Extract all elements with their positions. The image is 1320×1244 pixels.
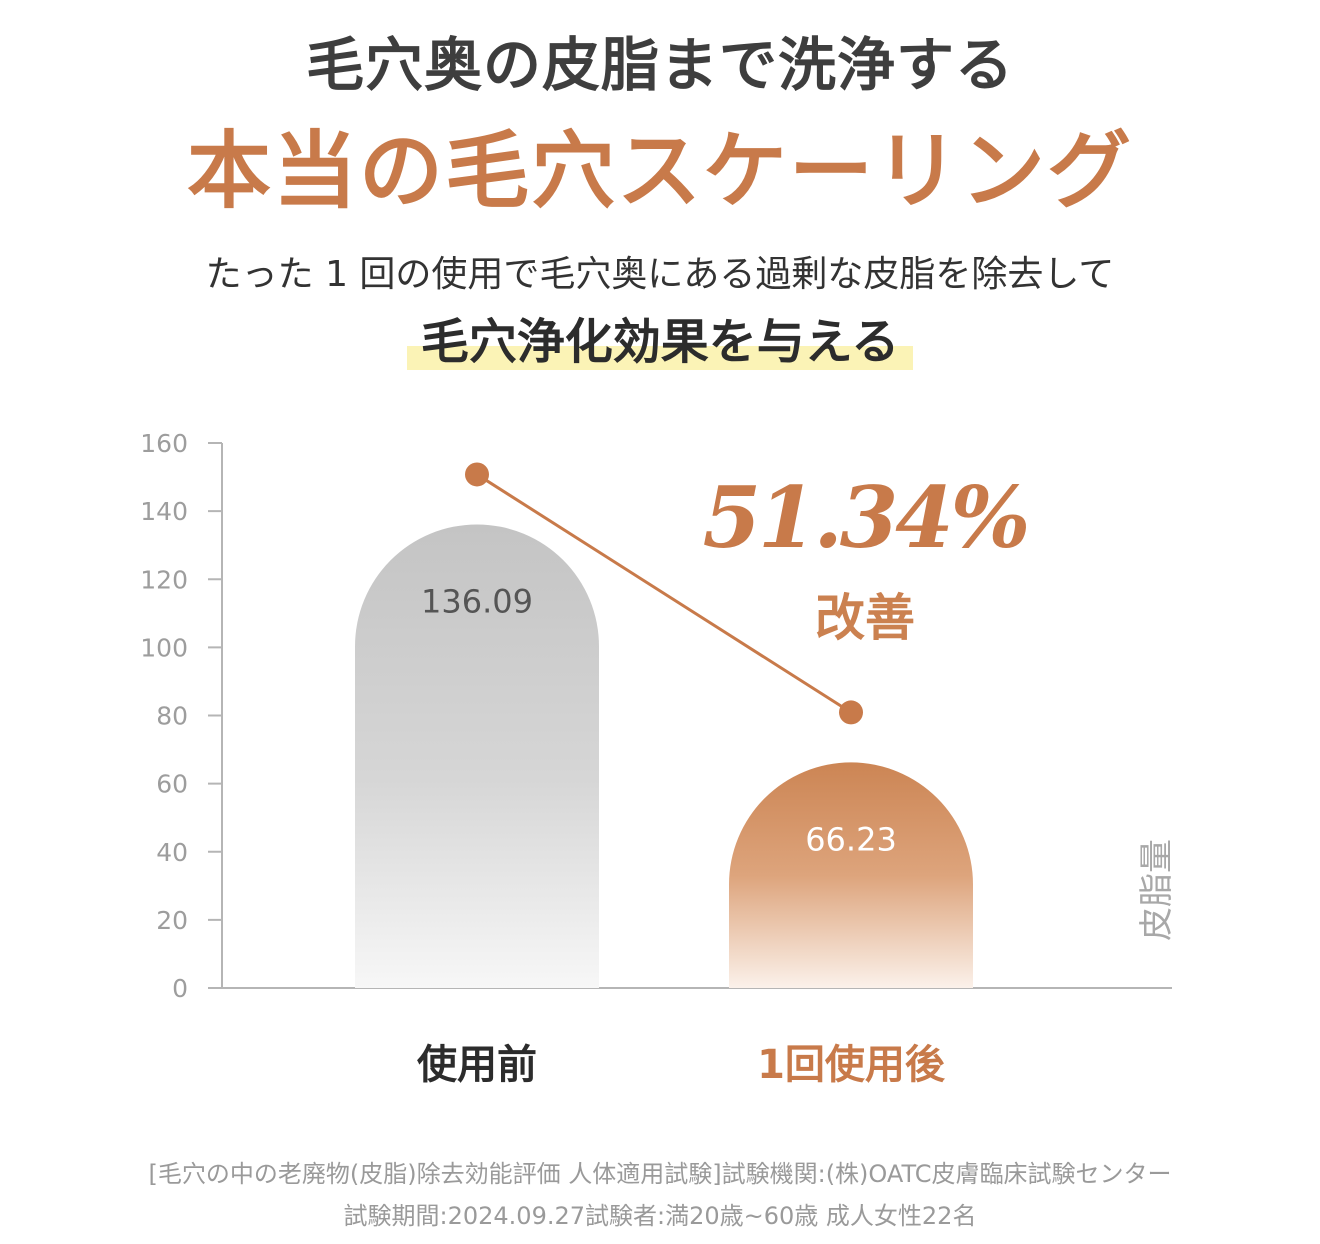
y-axis-label: 皮脂量 <box>1137 839 1177 941</box>
subheadline: たった 1 回の使用で毛穴奥にある過剰な皮脂を除去して <box>205 254 1115 295</box>
y-tick-label: 20 <box>156 906 188 935</box>
y-tick-label: 100 <box>140 633 188 662</box>
headline-top: 毛穴奥の皮脂まで洗浄する <box>305 31 1014 99</box>
highlight-label: 毛穴浄化効果を与える <box>420 314 900 370</box>
y-tick-label: 140 <box>140 497 188 526</box>
bar-after <box>729 762 973 988</box>
bar-layer <box>355 524 973 988</box>
y-tick-label: 160 <box>140 429 188 458</box>
y-tick-label: 60 <box>156 770 188 799</box>
y-tick-label: 120 <box>140 565 188 594</box>
trend-layer <box>465 462 863 725</box>
bar-value-label: 136.09 <box>421 582 533 620</box>
footnote-study: [毛穴の中の老廃物(皮脂)除去効能評価 人体適用試験]試験機関:(株)OATC皮… <box>148 1160 1172 1188</box>
bar-before <box>355 524 599 988</box>
highlight-wrap: 毛穴浄化効果を与える <box>0 302 1320 372</box>
trend-line <box>476 473 852 714</box>
footnote-period: 試験期間:2024.09.27試験者:満20歳~60歳 成人女性22名 <box>343 1202 977 1230</box>
y-tick-label: 40 <box>156 838 188 867</box>
trend-point <box>465 462 489 487</box>
y-tick-label: 80 <box>156 702 188 731</box>
x-category-label: 1回使用後 <box>757 1042 946 1088</box>
trend-point <box>839 700 863 725</box>
x-category-label: 使用前 <box>417 1042 537 1088</box>
y-tick-label: 0 <box>172 974 188 1003</box>
highlight-text: 毛穴浄化効果を与える <box>406 302 914 372</box>
improvement-label: 改善 <box>815 589 915 647</box>
axis-layer: 0 20 40 60 80 100 120 140 160 皮脂量 <box>140 429 1177 1003</box>
headline-main: 本当の毛穴スケーリング <box>186 122 1133 220</box>
bar-value-label: 66.23 <box>805 820 897 858</box>
highlight-marker <box>406 346 914 370</box>
improvement-percent: 51.34% <box>702 468 1031 567</box>
label-layer: 136.09 使用前 66.23 1回使用後 <box>417 582 946 1088</box>
